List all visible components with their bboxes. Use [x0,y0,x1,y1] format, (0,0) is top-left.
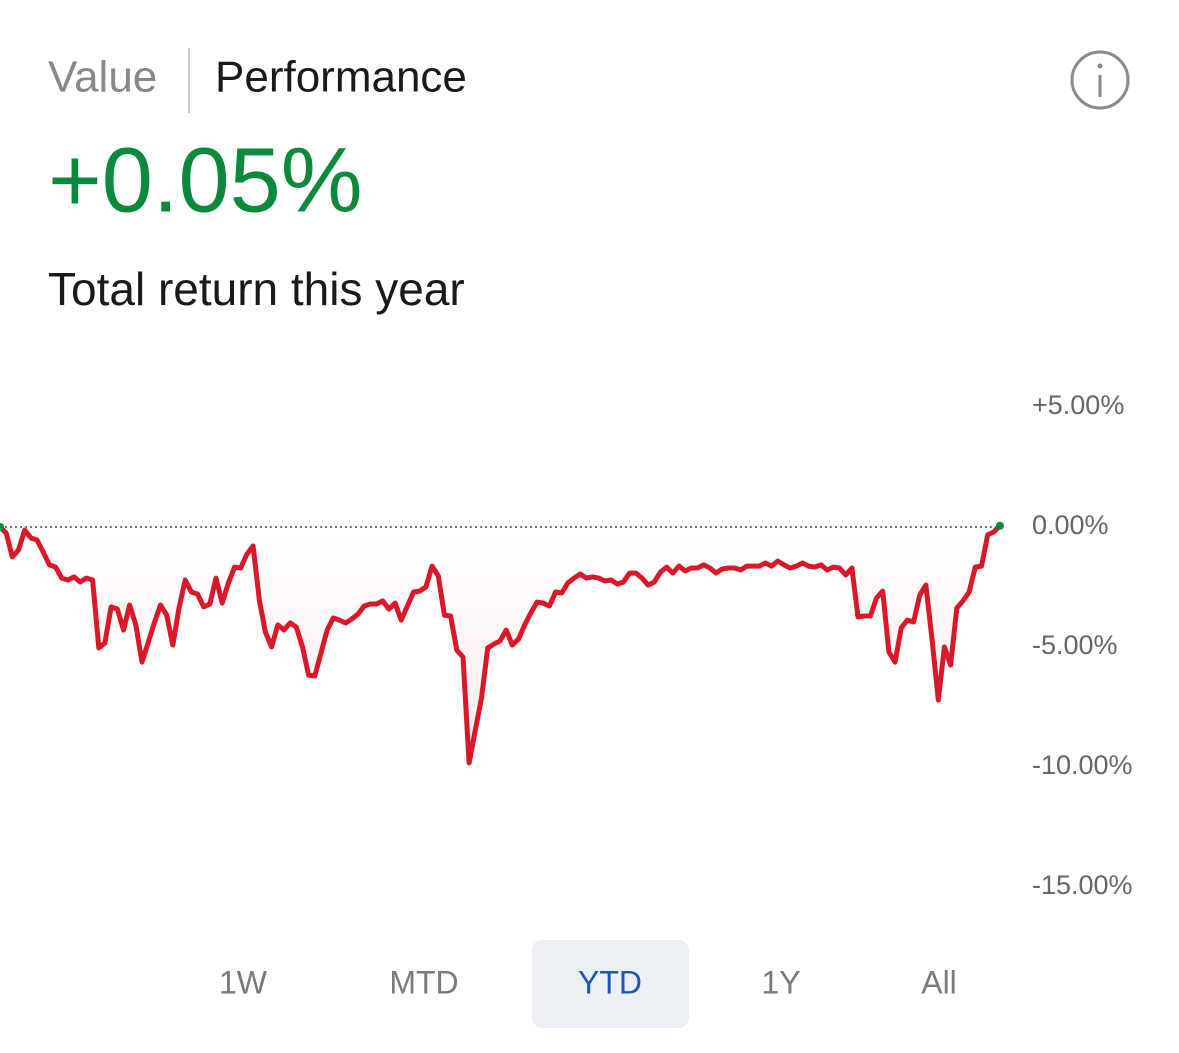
subtitle: Total return this year [48,263,465,315]
end-dot [996,521,1004,530]
area [0,525,1000,763]
range-highlight [532,940,689,1028]
y-tick-label: -10.00% [1032,750,1133,780]
range-button[interactable]: All [921,964,957,1000]
chart: +5.00% 0.00% -5.00% -10.00% -15.00% [0,390,1133,900]
y-tick-label: -15.00% [1032,870,1133,900]
y-tick-label: 0.00% [1032,510,1109,540]
range-button[interactable]: YTD [578,964,642,1000]
tabs: Value Performance [48,53,467,102]
range-selector: 1W MTD YTD 1Y All [219,940,957,1028]
range-button[interactable]: 1Y [761,964,800,1000]
tab[interactable]: Value [48,53,157,102]
line [0,524,1002,766]
range-button[interactable]: 1W [219,964,268,1000]
info-icon[interactable] [1070,50,1130,110]
y-tick-label: +5.00% [1032,390,1124,420]
range-button[interactable]: MTD [389,964,458,1000]
headline: +0.05% [48,129,363,231]
y-tick-label: -5.00% [1032,630,1118,660]
tab[interactable]: Performance [215,53,467,102]
start-dot [0,523,4,531]
